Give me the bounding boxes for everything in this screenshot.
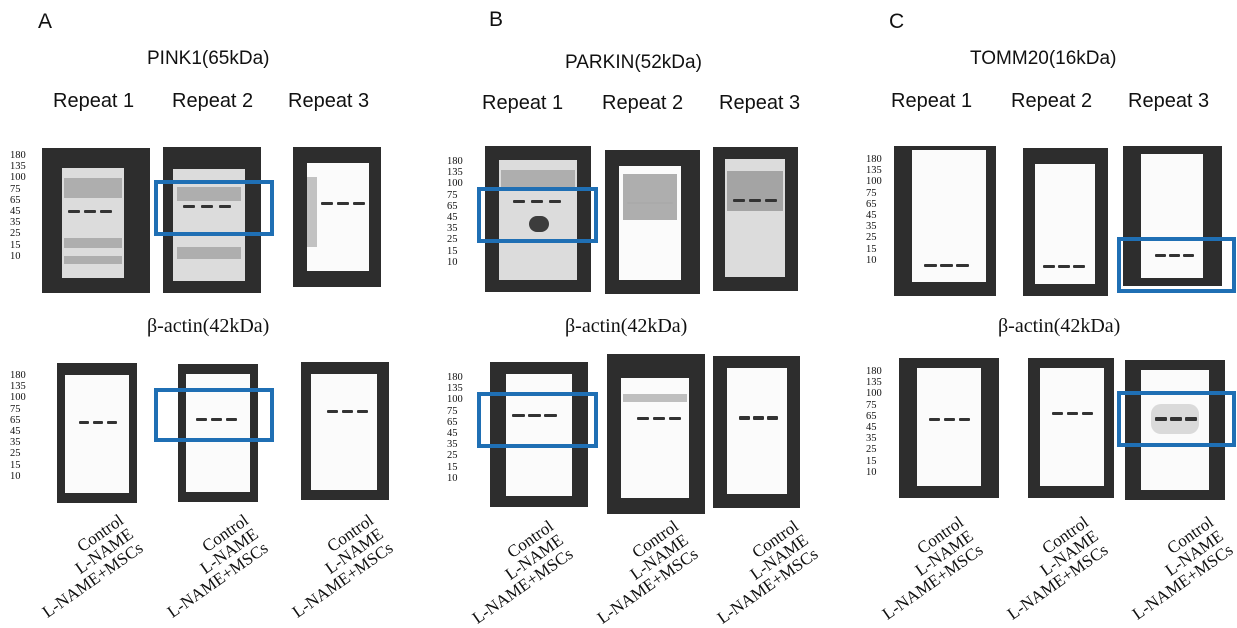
blot-actin-a1 [57, 363, 137, 503]
lane-labels-b1: Control L-NAME L-NAME+MSCs [450, 518, 576, 628]
repeat-label-b3: Repeat 3 [719, 92, 800, 115]
ladder-c-bottom: 180 135 100 75 65 45 35 25 15 10 [866, 366, 882, 478]
lane-labels-a2: Control L-NAME L-NAME+MSCs [145, 512, 271, 622]
repeat-label-b1: Repeat 1 [482, 92, 563, 115]
blot-tomm20-repeat1 [894, 146, 996, 296]
repeat-label-b2: Repeat 2 [602, 92, 683, 115]
blot-actin-a3 [301, 362, 389, 500]
ladder-a-top: 180 135 100 75 65 45 35 25 15 10 [10, 150, 26, 262]
highlight-box-actin-b [477, 392, 598, 448]
repeat-label-c3: Repeat 3 [1128, 90, 1209, 113]
lane-labels-a1: Control L-NAME L-NAME+MSCs [20, 512, 146, 622]
blot-tomm20-repeat2 [1023, 148, 1108, 296]
lane-labels-b2: Control L-NAME L-NAME+MSCs [575, 518, 701, 628]
blot-parkin-repeat2 [605, 150, 700, 294]
lane-labels-a3: Control L-NAME L-NAME+MSCs [270, 512, 396, 622]
actin-title-a: β-actin(42kDa) [147, 315, 269, 338]
ladder-c-top: 180 135 100 75 65 45 35 25 15 10 [866, 154, 882, 266]
lane-labels-c2: Control L-NAME L-NAME+MSCs [985, 514, 1111, 624]
blot-parkin-repeat3 [713, 147, 798, 291]
lane-labels-c3: Control L-NAME L-NAME+MSCs [1110, 514, 1236, 624]
highlight-box-pink1 [154, 180, 274, 236]
protein-title-b: PARKIN(52kDa) [565, 52, 702, 74]
blot-actin-c1 [899, 358, 999, 498]
blot-actin-b3 [713, 356, 800, 508]
actin-title-b: β-actin(42kDa) [565, 315, 687, 338]
panel-letter-b: B [489, 8, 503, 32]
repeat-label-a3: Repeat 3 [288, 90, 369, 113]
blot-pink1-repeat1 [42, 148, 150, 293]
repeat-label-c1: Repeat 1 [891, 90, 972, 113]
panel-letter-a: A [38, 10, 52, 34]
lane-labels-c1: Control L-NAME L-NAME+MSCs [860, 514, 986, 624]
highlight-box-parkin [477, 187, 598, 243]
highlight-box-tomm20 [1117, 237, 1236, 293]
actin-title-c: β-actin(42kDa) [998, 315, 1120, 338]
protein-title-a: PINK1(65kDa) [147, 48, 270, 70]
panel-letter-c: C [889, 10, 904, 34]
ladder-b-bottom: 180 135 100 75 65 45 35 25 15 10 [447, 372, 463, 484]
ladder-a-bottom: 180 135 100 75 65 45 35 25 15 10 [10, 370, 26, 482]
blot-pink1-repeat3 [293, 147, 381, 287]
highlight-box-actin-a [154, 388, 274, 442]
blot-actin-c2 [1028, 358, 1114, 498]
lane-labels-b3: Control L-NAME L-NAME+MSCs [695, 518, 821, 628]
repeat-label-a1: Repeat 1 [53, 90, 134, 113]
highlight-box-actin-c [1117, 391, 1236, 447]
blot-actin-b2 [607, 354, 705, 514]
ladder-b-top: 180 135 100 75 65 45 35 25 15 10 [447, 156, 463, 268]
protein-title-c: TOMM20(16kDa) [970, 48, 1116, 70]
repeat-label-c2: Repeat 2 [1011, 90, 1092, 113]
repeat-label-a2: Repeat 2 [172, 90, 253, 113]
